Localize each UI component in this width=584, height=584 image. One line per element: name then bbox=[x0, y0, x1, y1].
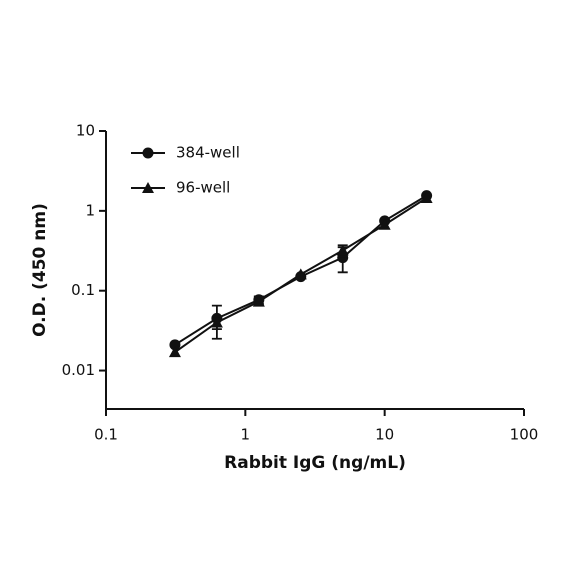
legend-marker bbox=[142, 147, 154, 159]
y-axis-title: O.D. (450 nm) bbox=[30, 203, 50, 337]
legend-marker bbox=[142, 182, 154, 193]
marker bbox=[336, 244, 349, 256]
x-tick-label: 10 bbox=[375, 426, 394, 444]
marker bbox=[294, 268, 307, 280]
marker bbox=[210, 316, 223, 328]
marker bbox=[378, 218, 391, 230]
marker bbox=[168, 346, 181, 358]
y-tick-label: 0.1 bbox=[71, 281, 95, 299]
x-axis-title: Rabbit IgG (ng/mL) bbox=[224, 453, 406, 473]
y-tick-label: 10 bbox=[76, 122, 95, 140]
x-tick-label: 0.1 bbox=[94, 426, 118, 444]
x-tick-label: 100 bbox=[510, 426, 539, 444]
y-tick-label: 1 bbox=[85, 201, 95, 219]
marker bbox=[420, 191, 433, 203]
legend-label: 96-well bbox=[176, 179, 230, 197]
y-tick-label: 0.01 bbox=[62, 361, 95, 379]
legend-label: 384-well bbox=[176, 144, 240, 162]
marker bbox=[252, 295, 265, 307]
marker bbox=[169, 339, 181, 351]
x-tick-label: 1 bbox=[241, 426, 251, 444]
